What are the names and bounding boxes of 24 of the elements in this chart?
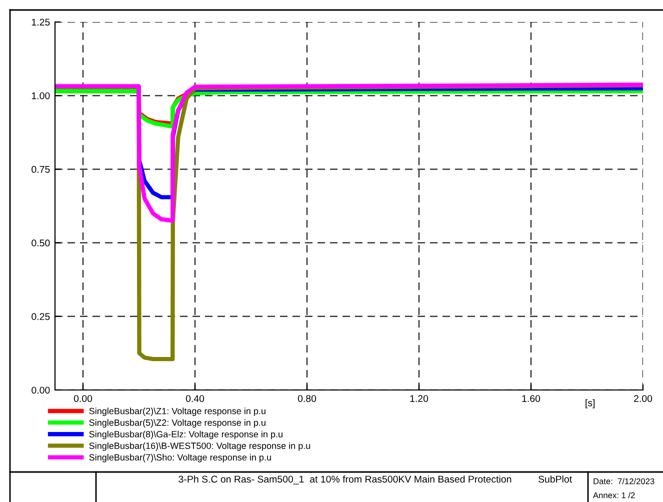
text: 3-Ph S.C on Ras- Sam500_1 at 10% from Ras500KV Main Based Protection [178,475,512,484]
text: Date: 7/12/2023 [594,478,654,484]
x-tick-label: 2.00 [634,395,652,402]
y-tick-label: 1.25 [32,18,50,26]
legend-label: SingleBusbar(5)\Z2: Voltage response in p.u [89,419,266,428]
legend-label: SingleBusbar(7)\Sho: Voltage response in p.u [89,454,271,462]
text: Annex: 1 /2 [593,492,635,498]
x-axis-title: [s] [586,399,595,408]
text: SubPlot [538,475,572,483]
x-tick-label: 1.20 [410,395,428,402]
legend-label: SingleBusbar(8)\Ga-Elz: Voltage response in p.u [89,430,282,440]
x-tick-label: 0.80 [298,395,316,402]
legend-label: SingleBusbar(2)\Z1: Voltage response in p.u [89,408,266,416]
y-tick-label: 0.75 [32,166,50,173]
line-series [55,89,643,129]
legend-label: SingleBusbar(16)\B-WEST500: Voltage response in p.u [89,442,310,451]
y-tick-label: 0.50 [32,240,50,246]
line-series [55,82,643,223]
x-tick-label: 0.00 [74,395,92,402]
y-tick-label: 0.25 [32,313,50,320]
y-tick-label: 1.00 [32,92,50,100]
x-tick-label: 0.40 [186,395,204,402]
y-tick-label: 0.00 [32,386,50,394]
x-tick-label: 1.60 [522,395,540,402]
